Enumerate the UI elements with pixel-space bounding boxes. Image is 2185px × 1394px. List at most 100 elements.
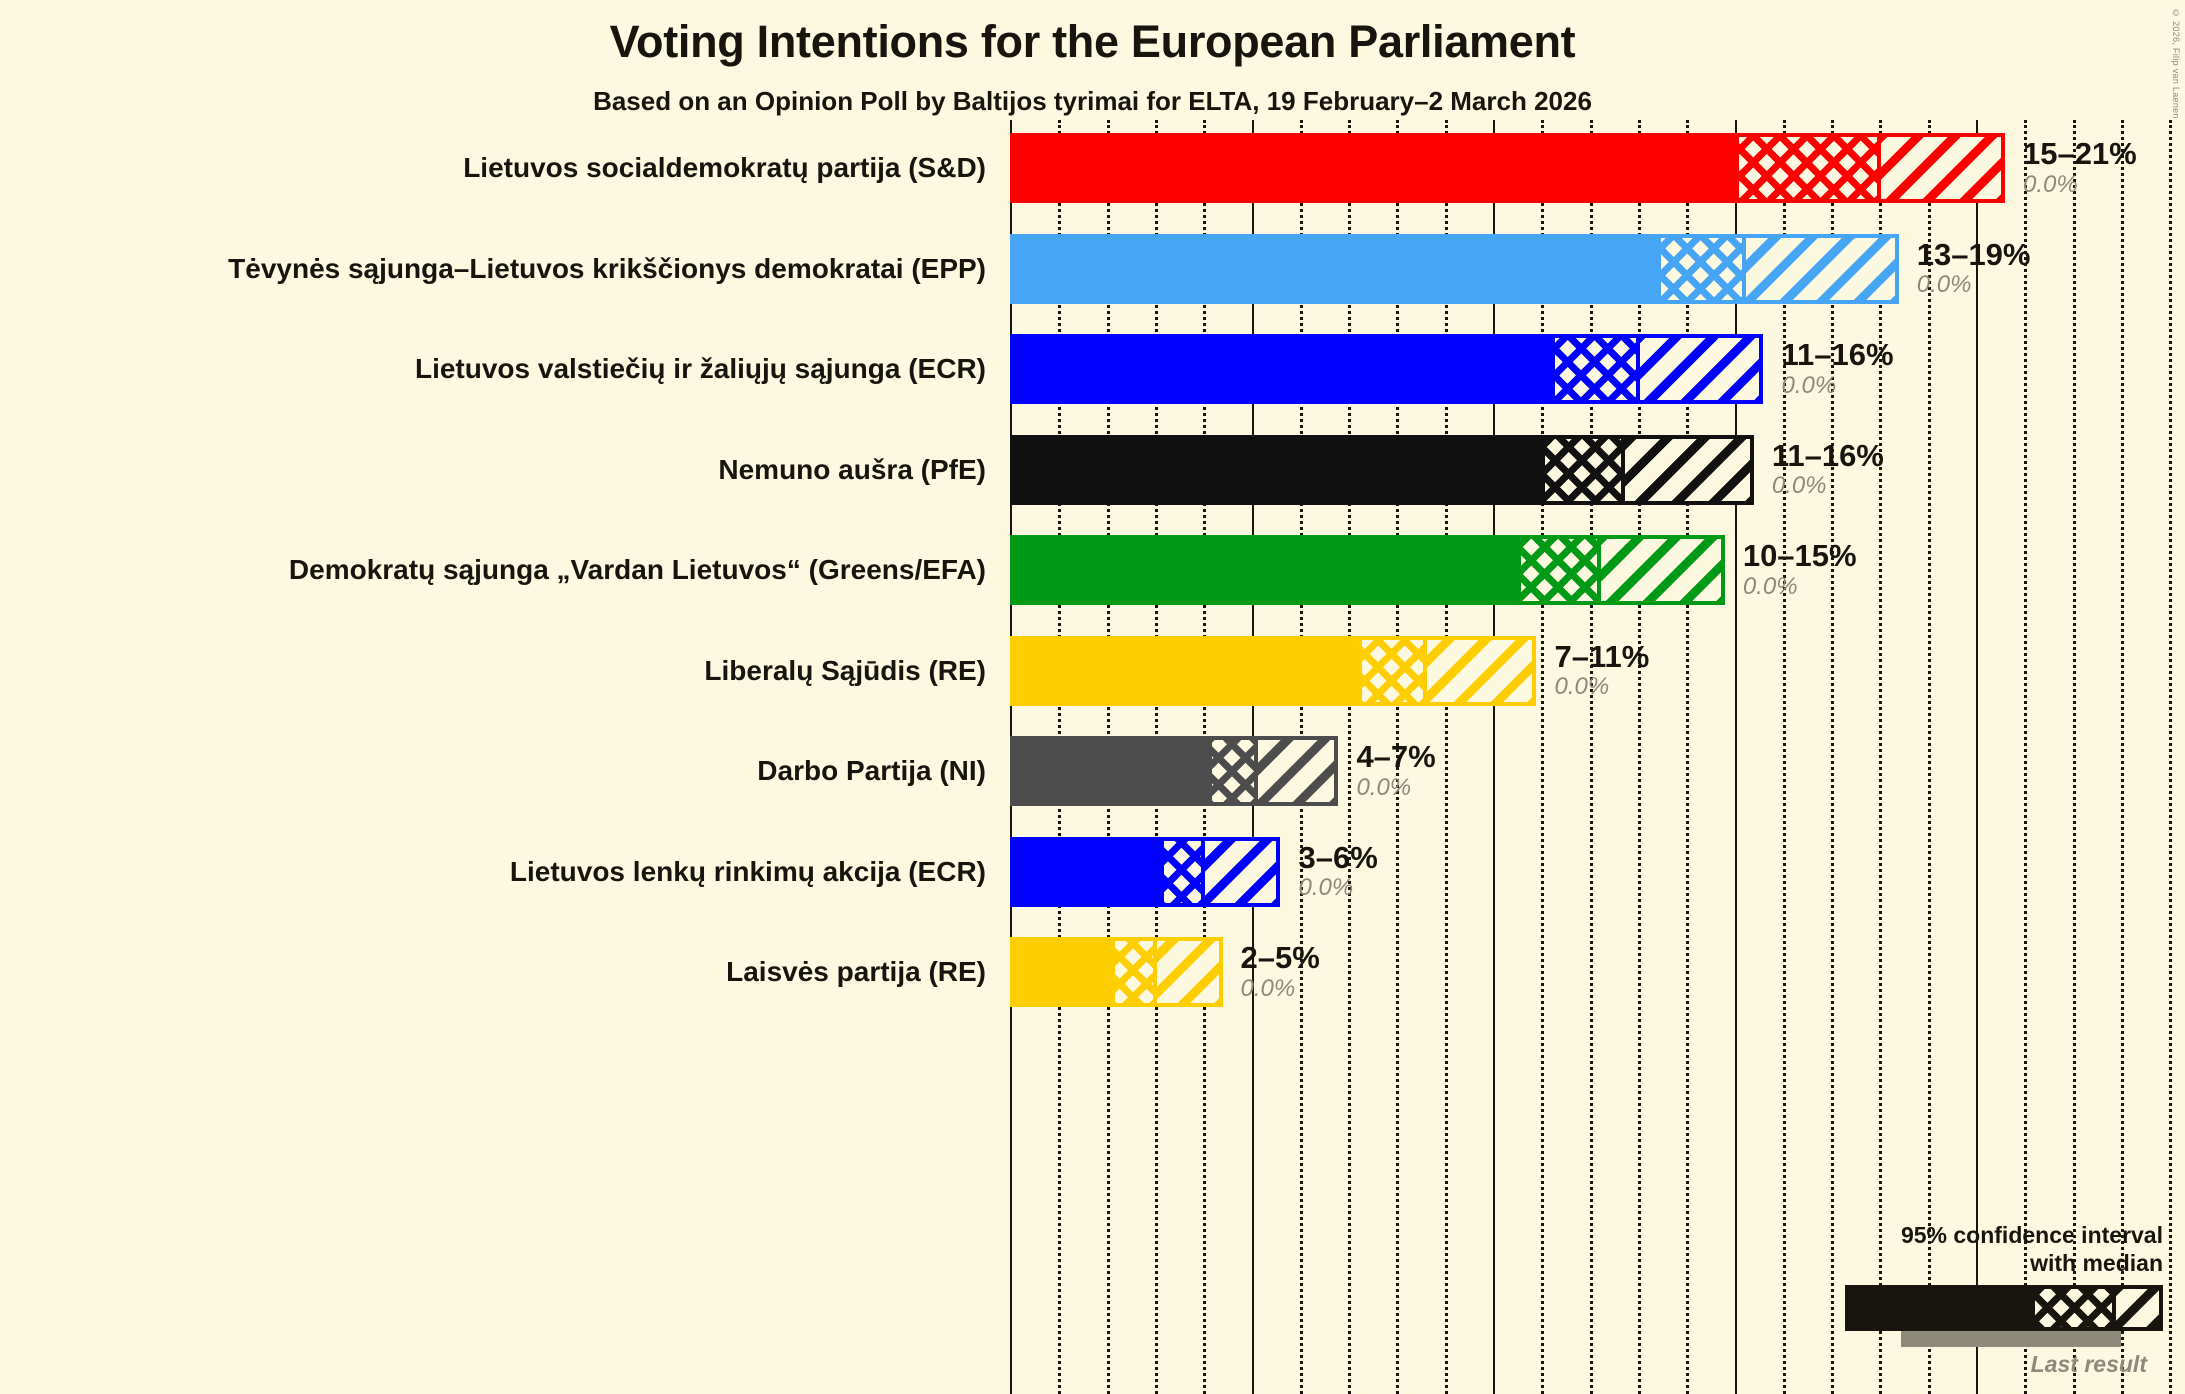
bar-segment-upper [1623, 434, 1754, 505]
legend-interval-bar [1845, 1285, 2163, 1331]
confidence-interval-bar [1010, 836, 1281, 907]
last-result-value: 0.0% [1356, 773, 1412, 801]
value-label: 7–11% 0.0% [1554, 640, 1649, 700]
median-marker [1254, 736, 1259, 806]
bar-outline [1541, 434, 1754, 505]
gridline-minor [1444, 120, 1448, 1394]
page-title: Voting Intentions for the European Parli… [609, 16, 1576, 67]
bar-segment-median [1159, 836, 1204, 907]
value-range: 7–11% [1554, 638, 1650, 674]
gridline-major [1976, 120, 1978, 1394]
bar-segment-median [1208, 736, 1257, 806]
confidence-interval-bar [1010, 736, 1339, 806]
legend-last-result-bar [1901, 1331, 2121, 1347]
bar-segment-median [1541, 434, 1624, 505]
last-result-value: 0.0% [1771, 471, 1827, 499]
party-label: Liberalų Sąjūdis (RE) [704, 654, 986, 686]
legend-swatch [1763, 1285, 2163, 1347]
gridline-minor [2169, 120, 2173, 1394]
median-marker [1621, 434, 1626, 505]
value-label: 10–15% 0.0% [1742, 537, 1857, 600]
confidence-interval-bar [1010, 535, 1725, 605]
confidence-interval-bar [1010, 334, 1764, 404]
value-label: 11–16% 0.0% [1781, 336, 1894, 399]
value-range: 15–21% [2022, 135, 2137, 171]
bar-segment-median [1517, 535, 1600, 605]
bar-segment-lower [1010, 736, 1209, 806]
legend-segment-upper [2114, 1289, 2159, 1327]
value-range: 11–16% [1781, 336, 1894, 372]
gridline-minor [1927, 120, 1931, 1394]
median-marker [1742, 233, 1747, 304]
gridline-major [1734, 120, 1737, 1394]
bar-segment-upper [1203, 836, 1281, 907]
party-label: Lietuvos lenkų rinkimų akcija (ECR) [509, 855, 986, 887]
last-result-value: 0.0% [1298, 873, 1354, 901]
bar-outline [1159, 836, 1281, 907]
bar-segment-upper [1637, 334, 1764, 404]
copyright-notice: © 2026, Filip van Laenen [2171, 8, 2181, 119]
median-marker [1877, 133, 1882, 203]
bar-segment-lower [1010, 937, 1112, 1007]
gridline-minor [1541, 120, 1545, 1394]
value-range: 2–5% [1240, 939, 1320, 975]
bar-outline [1517, 535, 1725, 605]
gridline-minor [1589, 120, 1593, 1394]
confidence-interval-bar [1010, 233, 1899, 304]
median-marker [1423, 635, 1428, 706]
bar-segment-upper [1599, 535, 1725, 605]
value-label: 3–6% 0.0% [1298, 841, 1377, 901]
last-result-value: 0.0% [2022, 170, 2078, 198]
bar-segment-median [1734, 133, 1880, 203]
gridline-minor [1782, 120, 1786, 1394]
legend-median-marker [2112, 1289, 2117, 1327]
bar-segment-lower [1010, 535, 1518, 605]
median-marker [1152, 937, 1157, 1007]
bar-segment-lower [1010, 434, 1542, 505]
value-range: 10–15% [1742, 537, 1857, 573]
value-range: 4–7% [1356, 738, 1436, 774]
confidence-interval-bar [1010, 434, 1754, 505]
party-label: Lietuvos valstiečių ir žaliųjų sąjunga (… [414, 353, 986, 384]
legend-last-result-label: Last result [2030, 1351, 2147, 1377]
bar-outline [1357, 635, 1537, 706]
bar-segment-lower [1010, 233, 1658, 304]
bar-segment-lower [1010, 635, 1358, 706]
median-marker [1635, 334, 1640, 404]
median-marker [1201, 836, 1206, 907]
party-label: Laisvės partija (RE) [726, 956, 986, 987]
bar-segment-upper [1256, 736, 1339, 806]
bar-segment-median [1657, 233, 1745, 304]
value-label: 15–21% 0.0% [2022, 135, 2137, 198]
gridline-minor [1879, 120, 1883, 1394]
party-label: Nemuno aušra (PfE) [718, 453, 986, 485]
bar-segment-lower [1010, 133, 1735, 203]
gridline-minor [1831, 120, 1835, 1394]
bar-outline [1111, 937, 1223, 1007]
bar-outline [1657, 233, 1899, 304]
bar-segment-median [1357, 635, 1426, 706]
party-label: Lietuvos socialdemokratų partija (S&D) [463, 152, 986, 183]
gridline-minor [2024, 120, 2028, 1394]
bar-segment-upper [1879, 133, 2005, 203]
value-label: 2–5% 0.0% [1240, 939, 1320, 1002]
gridline-minor [1348, 120, 1352, 1394]
legend-segment-median [2035, 1289, 2115, 1327]
confidence-interval-bar [1010, 635, 1537, 706]
party-label: Darbo Partija (NI) [757, 755, 986, 786]
value-label: 13–19% 0.0% [1917, 238, 2031, 298]
median-marker [1597, 535, 1602, 605]
confidence-interval-bar [1010, 133, 2005, 203]
value-range: 11–16% [1771, 437, 1884, 473]
legend-line-1: 95% confidence interval [1900, 1221, 2163, 1248]
last-result-value: 0.0% [1742, 572, 1798, 600]
bar-segment-upper [1425, 635, 1537, 706]
confidence-interval-bar [1010, 937, 1223, 1007]
gridline-major [1493, 120, 1495, 1394]
last-result-value: 0.0% [1916, 270, 1972, 298]
gridline-minor [2120, 120, 2124, 1394]
value-range: 13–19% [1916, 236, 2031, 272]
gridline-minor [2072, 120, 2076, 1394]
